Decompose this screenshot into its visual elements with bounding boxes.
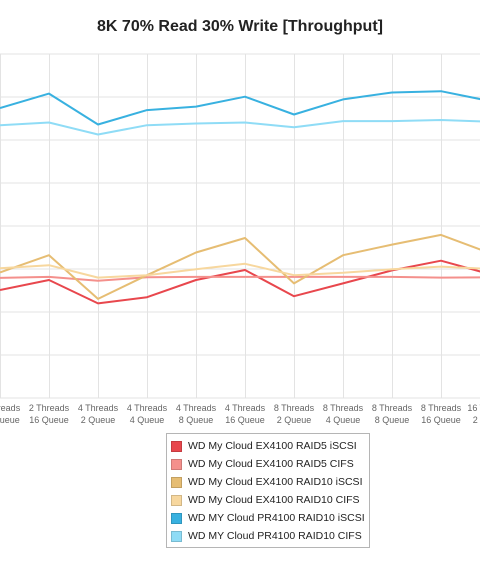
x-tick-label: 16 Queue [421,415,461,425]
x-tick-label: 16 Queue [225,415,265,425]
x-tick-label: 1 Threads [0,403,21,413]
x-tick-label: 4 Threads [78,403,119,413]
legend-label: WD My Cloud EX4100 RAID5 iSCSI [188,440,357,452]
legend-item[interactable]: WD MY Cloud PR4100 RAID10 CIFS [171,527,369,545]
x-tick-label: 4 Queue [130,415,165,425]
legend-item[interactable]: WD My Cloud EX4100 RAID10 iSCSI [171,473,369,491]
legend-swatch [171,530,182,542]
x-tick-label: 2 Queue [277,415,312,425]
x-axis-tick-labels: 1 Threads 16 Queue 2 Threads 16 Queue 4 Thre… [0,403,480,425]
x-tick-label: 8 Queue [375,415,410,425]
x-tick-label: 4 Threads [225,403,266,413]
x-tick-label: 16 Queue [0,415,20,425]
legend-swatch [171,440,182,452]
x-tick-label: 2 Queue [473,415,480,425]
x-tick-label: 4 Threads [176,403,217,413]
series-lines [0,90,480,305]
legend-label: WD My Cloud EX4100 RAID10 CIFS [188,494,360,506]
x-tick-label: 16 Threads [467,403,480,413]
legend-swatch [171,458,182,470]
x-tick-label: 8 Queue [179,415,214,425]
legend-item[interactable]: WD My Cloud EX4100 RAID10 CIFS [171,491,369,509]
x-tick-label: 4 Threads [127,403,168,413]
series-line [0,259,480,305]
chart-title: 8K 70% Read 30% Write [Throughput] [97,18,383,35]
legend-label: WD MY Cloud PR4100 RAID10 iSCSI [188,512,365,524]
legend-item[interactable]: WD My Cloud EX4100 RAID5 CIFS [171,455,369,473]
x-tick-label: 16 Queue [29,415,69,425]
chart-legend: WD My Cloud EX4100 RAID5 iSCSI WD My Clou… [166,433,370,548]
x-tick-label: 2 Threads [29,403,70,413]
x-tick-label: 8 Threads [421,403,462,413]
x-tick-label: 8 Threads [274,403,315,413]
legend-swatch [171,476,182,488]
x-tick-label: 4 Queue [326,415,361,425]
x-tick-label: 8 Threads [323,403,364,413]
series-line [0,275,480,282]
grid-lines [0,53,480,399]
x-tick-label: 8 Threads [372,403,413,413]
legend-swatch [171,512,182,524]
legend-swatch [171,494,182,506]
legend-item[interactable]: WD My Cloud EX4100 RAID5 iSCSI [171,437,369,455]
series-line [0,90,480,126]
legend-item[interactable]: WD MY Cloud PR4100 RAID10 iSCSI [171,509,369,527]
x-tick-label: 2 Queue [81,415,116,425]
series-line [0,262,480,279]
legend-label: WD My Cloud EX4100 RAID5 CIFS [188,458,354,470]
legend-label: WD My Cloud EX4100 RAID10 iSCSI [188,476,363,488]
series-line [0,119,480,136]
legend-label: WD MY Cloud PR4100 RAID10 CIFS [188,530,362,542]
series-line [0,233,480,300]
